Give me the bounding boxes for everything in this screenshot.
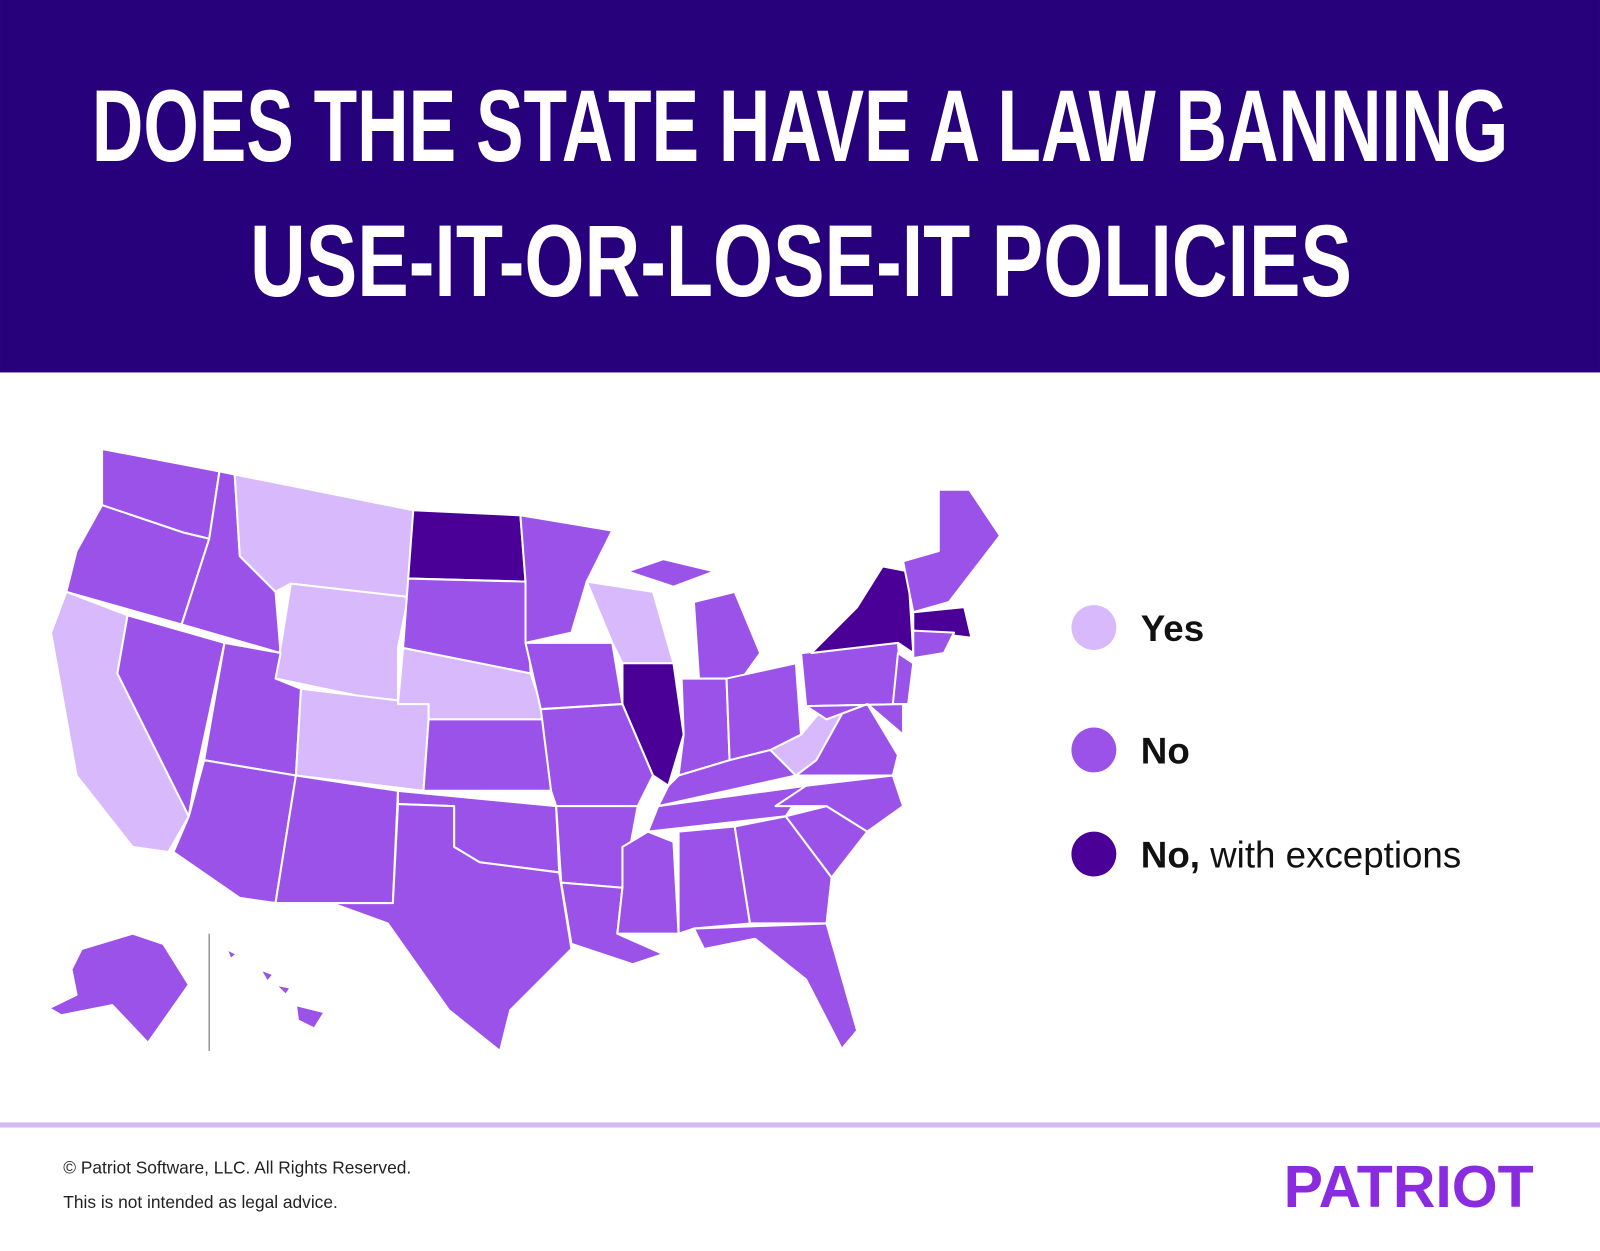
legend-label-main: No: [1141, 730, 1190, 771]
state: [233, 473, 415, 598]
state: [774, 774, 905, 833]
state: [805, 703, 905, 736]
title-line: USE-IT-OR-LOSE-IT POLICIES: [250, 204, 1352, 318]
state: [225, 947, 238, 961]
state: [912, 629, 956, 660]
state: [733, 815, 833, 925]
logo: PATRIOT: [1284, 1153, 1534, 1220]
state: [274, 774, 399, 905]
state: [47, 932, 190, 1044]
state: [259, 968, 275, 983]
legend-label: No, with exceptions: [1141, 834, 1461, 875]
legend-swatch: [1071, 727, 1117, 773]
state: [616, 830, 680, 935]
state: [912, 606, 973, 639]
state: [626, 558, 716, 588]
state: [902, 488, 1002, 614]
legend-label-main: No,: [1141, 834, 1200, 875]
legend-swatch: [1071, 831, 1117, 877]
state: [519, 514, 614, 644]
header-band: [0, 0, 1600, 373]
legend-label: Yes: [1141, 608, 1204, 649]
legend-swatch: [1071, 605, 1117, 650]
state: [692, 590, 762, 690]
legend-label-main: Yes: [1141, 608, 1204, 649]
state: [524, 641, 624, 711]
state: [330, 803, 573, 1053]
state: [891, 652, 915, 706]
footer-rule: [0, 1122, 1600, 1128]
state: [294, 1004, 326, 1030]
state: [116, 614, 226, 818]
state: [692, 922, 859, 1050]
state: [677, 825, 752, 935]
copyright: © Patriot Software, LLC. All Rights Rese…: [63, 1157, 411, 1177]
legend: Yes No No, with exceptions: [1071, 605, 1461, 877]
legend-label: No: [1141, 730, 1190, 771]
title-line: DOES THE STATE HAVE A LAW BANNING: [92, 69, 1508, 183]
state: [407, 509, 527, 583]
state: [677, 677, 731, 777]
legend-label-note: with exceptions: [1209, 834, 1461, 875]
state: [422, 718, 553, 792]
state: [274, 983, 292, 996]
state: [810, 565, 915, 655]
disclaimer: This is not intended as legal advice.: [63, 1192, 338, 1212]
us-map: [47, 447, 1002, 1053]
